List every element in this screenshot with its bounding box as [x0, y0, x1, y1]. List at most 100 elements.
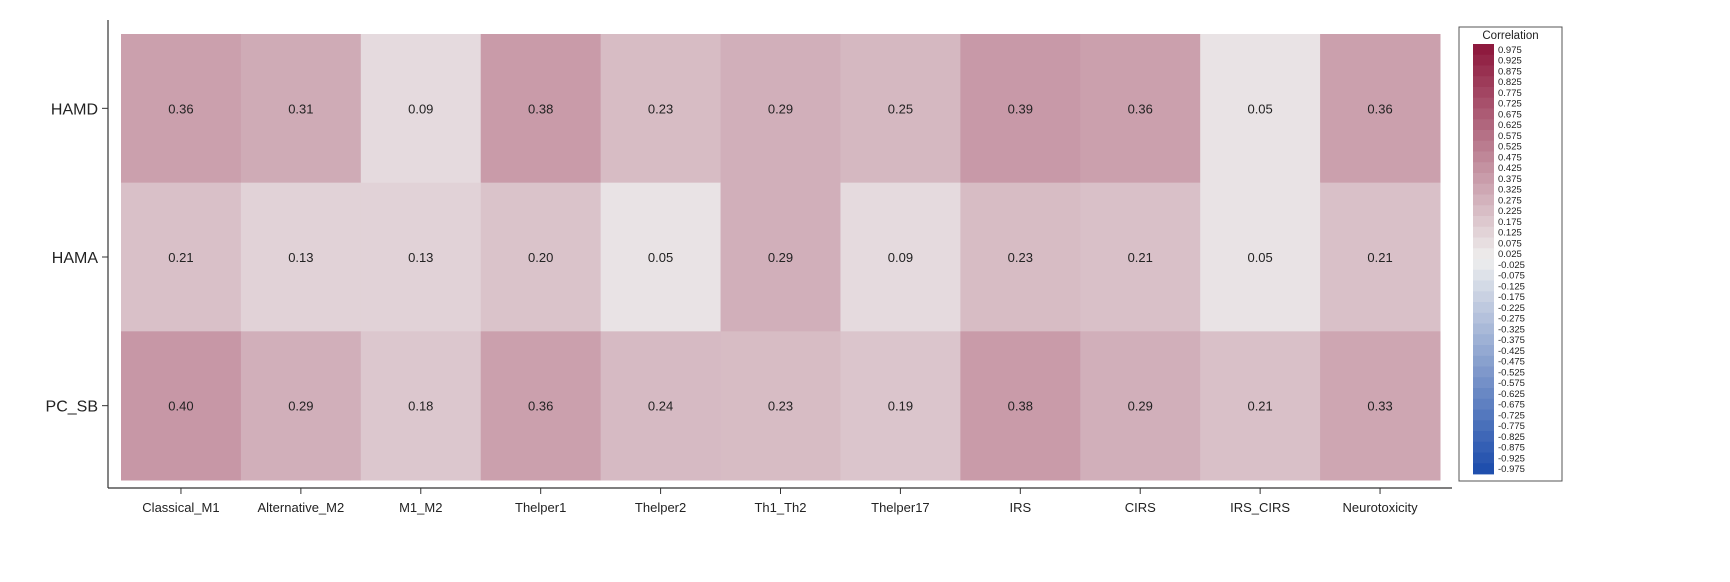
legend-tick-label: -0.675	[1498, 400, 1525, 411]
heatmap-cell	[1200, 34, 1321, 184]
legend-tick-label: 0.675	[1498, 109, 1522, 120]
heatmap-cell	[1080, 34, 1201, 184]
legend-tick-label: 0.875	[1498, 66, 1522, 77]
legend-tick-label: 0.425	[1498, 163, 1522, 174]
heatmap-cell	[960, 182, 1081, 332]
legend-tick-label: -0.975	[1498, 464, 1525, 475]
legend-color-swatch	[1473, 377, 1494, 389]
legend-tick-label: 0.275	[1498, 195, 1522, 206]
x-tick-label: Thelper1	[515, 500, 566, 515]
x-tick-label: M1_M2	[399, 500, 442, 515]
legend-color-swatch	[1473, 312, 1494, 324]
legend-tick-label: -0.575	[1498, 378, 1525, 389]
legend-tick-label: 0.475	[1498, 152, 1522, 163]
legend-tick-label: -0.625	[1498, 389, 1525, 400]
heatmap-cell	[240, 34, 362, 184]
legend-tick-label: -0.225	[1498, 303, 1525, 314]
legend-title: Correlation	[1482, 30, 1538, 42]
heatmap-cell	[840, 331, 961, 481]
legend-tick-label: 0.625	[1498, 120, 1522, 131]
legend-color-swatch	[1473, 345, 1494, 357]
heatmap-cell	[240, 182, 362, 332]
heatmap-cell	[720, 331, 841, 481]
y-tick-label: HAMA	[52, 250, 99, 267]
cell-value-label: 0.18	[408, 399, 433, 414]
legend-color-swatch	[1473, 108, 1494, 120]
legend-color-swatch	[1473, 44, 1494, 56]
legend-color-swatch	[1473, 130, 1494, 142]
cell-value-label: 0.05	[1247, 250, 1272, 265]
legend-color-swatch	[1473, 205, 1494, 217]
heatmap-cell	[720, 34, 841, 184]
heatmap-cell	[960, 34, 1081, 184]
cell-value-label: 0.29	[1128, 399, 1153, 414]
heatmap-cell	[360, 34, 482, 184]
heatmap-cell	[1320, 182, 1441, 332]
legend-color-swatch	[1473, 140, 1494, 152]
legend-color-swatch	[1473, 183, 1494, 195]
legend-tick-label: -0.725	[1498, 410, 1525, 421]
heatmap-cell	[600, 182, 722, 332]
heatmap-cell	[1080, 331, 1201, 481]
legend-tick-label: 0.825	[1498, 77, 1522, 88]
x-axis-tick-labels: Classical_M1 Alternative_M2 M1_M2 Thelper1 T…	[142, 488, 1418, 515]
legend-tick-label: -0.275	[1498, 314, 1525, 325]
cell-value-label: 0.19	[888, 399, 913, 414]
heatmap-cell	[121, 182, 242, 332]
legend-tick-label: -0.025	[1498, 260, 1525, 271]
cell-value-label: 0.39	[1008, 101, 1033, 116]
cell-value-label: 0.21	[1128, 250, 1153, 265]
cell-value-label: 0.33	[1367, 399, 1392, 414]
heatmap-cell	[720, 182, 841, 332]
legend-color-swatch	[1473, 194, 1494, 206]
legend-tick-label: 0.025	[1498, 249, 1522, 260]
color-legend: Correlation 0.9750.9250.8750.8250.7750.72…	[1458, 26, 1563, 482]
cell-value-label: 0.36	[1128, 101, 1153, 116]
legend-tick-label: 0.925	[1498, 56, 1522, 67]
y-axis-tick-labels: HAMD HAMA PC_SB	[46, 101, 108, 416]
legend-tick-label: 0.575	[1498, 131, 1522, 142]
heatmap-cell	[840, 182, 961, 332]
legend-tick-label: 0.125	[1498, 228, 1522, 239]
legend-color-swatch	[1473, 248, 1494, 260]
legend-color-swatch	[1473, 87, 1494, 99]
cell-value-label: 0.40	[168, 399, 193, 414]
y-tick-label: PC_SB	[46, 399, 98, 416]
legend-tick-label: 0.375	[1498, 174, 1522, 185]
cell-value-label: 0.29	[288, 399, 313, 414]
legend-color-swatch	[1473, 366, 1494, 378]
heatmap-cell	[960, 331, 1081, 481]
legend-color-swatch	[1473, 173, 1494, 185]
x-tick-label: Thelper17	[871, 500, 930, 515]
legend-color-swatch	[1473, 237, 1494, 249]
legend-color-swatch	[1473, 420, 1494, 432]
legend-tick-label: 0.075	[1498, 238, 1522, 249]
legend-tick-label: -0.825	[1498, 432, 1525, 443]
legend-color-swatch	[1473, 323, 1494, 335]
cell-value-label: 0.29	[768, 250, 793, 265]
legend-tick-label: 0.325	[1498, 185, 1522, 196]
legend-tick-label: 0.725	[1498, 99, 1522, 110]
cell-value-label: 0.21	[168, 250, 193, 265]
heatmap-cell	[1200, 331, 1321, 481]
heatmap-cell	[1080, 182, 1201, 332]
cell-value-label: 0.36	[168, 101, 193, 116]
legend-tick-label: 0.525	[1498, 142, 1522, 153]
cell-value-label: 0.13	[288, 250, 313, 265]
cell-value-label: 0.24	[648, 399, 673, 414]
legend-tick-label: -0.375	[1498, 335, 1525, 346]
x-tick-label: IRS_CIRS	[1230, 500, 1290, 515]
legend-color-swatch	[1473, 398, 1494, 410]
legend-color-swatch	[1473, 409, 1494, 421]
heatmap-cell	[360, 331, 482, 481]
legend-color-swatch	[1473, 259, 1494, 271]
cell-value-label: 0.38	[1008, 399, 1033, 414]
legend-tick-label: -0.525	[1498, 367, 1525, 378]
legend-color-swatch	[1473, 269, 1494, 281]
legend-color-swatch	[1473, 452, 1494, 464]
legend-color-swatch	[1473, 65, 1494, 77]
x-tick-label: Neurotoxicity	[1342, 500, 1418, 515]
legend-color-swatch	[1473, 226, 1494, 238]
